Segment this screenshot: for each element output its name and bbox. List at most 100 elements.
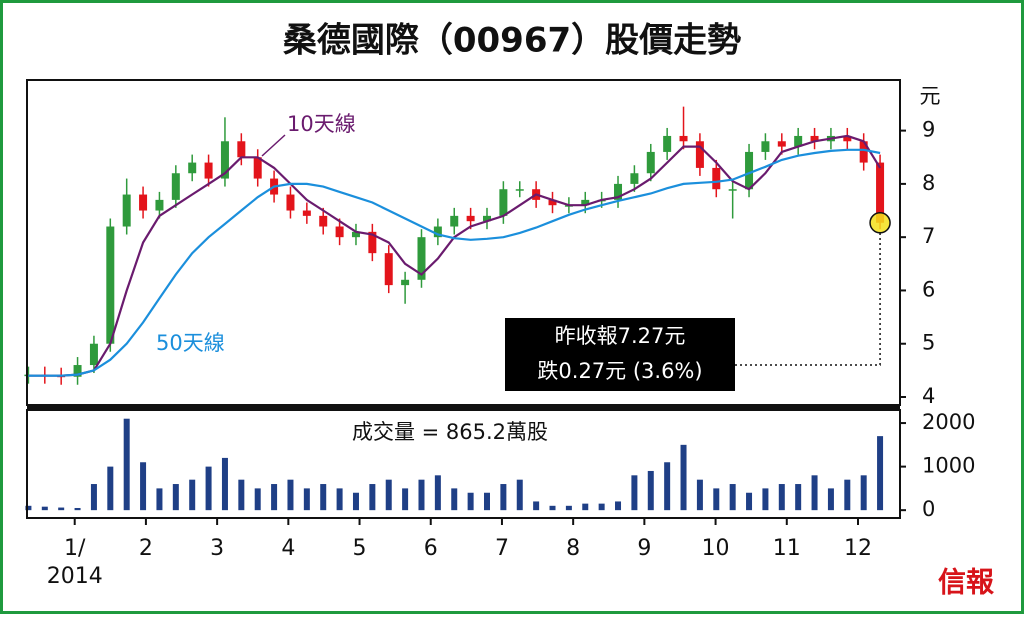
volume-bar (90, 484, 97, 511)
volume-bar (238, 479, 245, 511)
y-tick-label: 4 (922, 384, 935, 408)
volume-bar (205, 466, 212, 511)
candle-body (188, 162, 197, 174)
candle-body (204, 162, 213, 179)
x-tick-label: 2 (139, 536, 153, 561)
volume-bar (402, 488, 409, 511)
candle-body (515, 189, 524, 191)
volume-bar (680, 444, 687, 511)
candle-body (810, 135, 819, 142)
candle-body (499, 189, 508, 216)
candle-body (73, 365, 82, 377)
y-tick-label: 9 (922, 118, 935, 142)
candle-body (122, 194, 131, 227)
y-tick-label: 0 (922, 497, 935, 521)
volume-bar (189, 479, 196, 511)
volume-bar (664, 462, 671, 511)
source-logo: 信報 (938, 566, 995, 599)
volume-bar (418, 479, 425, 511)
y-tick-label: 7 (922, 224, 935, 248)
y-tick-label: 6 (922, 277, 935, 301)
volume-bar (107, 466, 114, 511)
volume-bar (631, 475, 638, 511)
volume-bar (582, 503, 589, 511)
y-tick-label: 1000 (922, 454, 975, 478)
volume-bar (467, 492, 474, 511)
series-label: 10天線 (287, 112, 356, 136)
volume-bar (434, 475, 441, 511)
y-tick-label: 5 (922, 331, 935, 355)
candle-body (139, 194, 148, 211)
volume-title: 成交量 = 865.2萬股 (352, 420, 548, 444)
candle-body (679, 135, 688, 142)
candle-body (384, 253, 393, 286)
volume-bar (320, 484, 327, 511)
candle-body (319, 215, 328, 227)
x-tick-label: 5 (353, 536, 367, 561)
candle-body (482, 215, 491, 222)
x-sublabel: 2014 (47, 564, 103, 589)
volume-bar (696, 479, 703, 511)
volume-bar (385, 479, 392, 511)
candle-body (106, 226, 115, 344)
volume-bar (140, 462, 147, 511)
volume-bar (287, 479, 294, 511)
volume-bar (598, 503, 605, 511)
volume-bar (615, 501, 622, 511)
candle-body (417, 237, 426, 280)
volume-bar (827, 488, 834, 511)
volume-bar (271, 484, 278, 511)
candle-body (351, 231, 360, 238)
candle-body (220, 141, 229, 179)
callout-text: 昨收報7.27元 (555, 324, 686, 348)
candle-body (663, 135, 672, 152)
volume-bar (369, 484, 376, 511)
chart-title: 桑德國際（00967）股價走勢 (283, 21, 741, 61)
volume-bar (778, 484, 785, 511)
volume-bar (500, 484, 507, 511)
volume-bar (221, 457, 228, 511)
volume-bar (254, 488, 261, 511)
candle-body (450, 215, 459, 227)
volume-bar (303, 488, 310, 511)
candle-body (401, 279, 410, 286)
volume-bar (746, 492, 753, 511)
candle-body (761, 141, 770, 152)
volume-bar (336, 488, 343, 511)
ma-line (28, 148, 881, 377)
last-price-marker (869, 212, 891, 234)
candle-body (335, 226, 344, 238)
candle-body (777, 141, 786, 147)
volume-bar (483, 492, 490, 511)
x-tick-label: 11 (773, 536, 801, 561)
volume-bar (844, 479, 851, 511)
x-tick-label: 6 (424, 536, 438, 561)
x-tick-label: 3 (210, 536, 224, 561)
candle-body (630, 173, 639, 184)
x-tick-label: 8 (566, 536, 580, 561)
x-tick-label: 4 (281, 536, 295, 561)
y-unit: 元 (920, 84, 941, 108)
y-tick-label: 2000 (922, 410, 975, 434)
volume-bar (41, 506, 48, 511)
volume-bar (451, 488, 458, 511)
volume-bar (762, 488, 769, 511)
x-tick-label: 7 (495, 536, 509, 561)
candle-body (614, 183, 623, 200)
volume-bar (172, 484, 179, 511)
candle-body (712, 167, 721, 190)
x-tick-label: 1/ (64, 536, 86, 561)
series-label: 50天線 (156, 331, 225, 355)
volume-bar (533, 501, 540, 511)
volume-bar (25, 505, 32, 511)
candle-body (286, 194, 295, 211)
volume-bar (565, 505, 572, 511)
volume-bar (795, 484, 802, 511)
candle-body (548, 199, 557, 206)
y-tick-label: 8 (922, 171, 935, 195)
candle-body (859, 141, 868, 163)
volume-bar (860, 475, 867, 511)
volume-bar (352, 492, 359, 511)
x-tick-label: 12 (844, 536, 872, 561)
